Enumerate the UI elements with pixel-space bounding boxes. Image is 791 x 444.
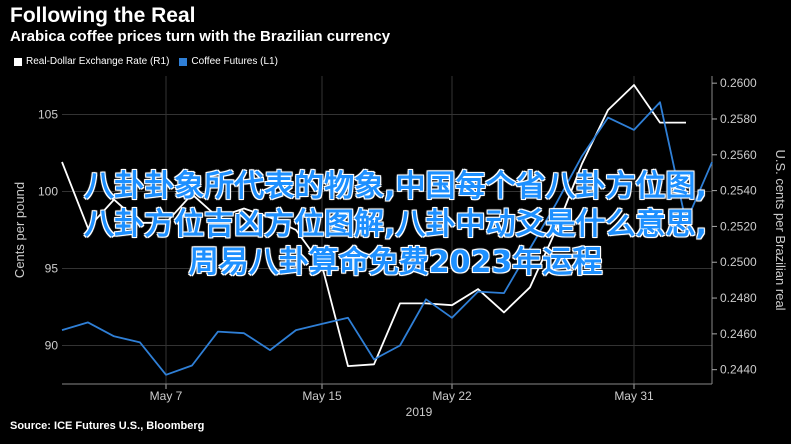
series-line-coffee-futures <box>61 101 713 376</box>
chart-title: Following the Real <box>10 4 196 27</box>
y-left-tick-label: 90 <box>45 339 59 353</box>
y-right-tick-label: 0.2440 <box>720 363 757 377</box>
x-tick-label: May 22 <box>432 389 472 403</box>
x-tick-label: May 15 <box>302 389 342 403</box>
y-right-tick-label: 0.2500 <box>720 255 757 269</box>
x-tick-label: May 7 <box>150 389 183 403</box>
y-right-tick-label: 0.2580 <box>720 112 757 126</box>
legend-item-coffee-futures: Coffee Futures (L1) <box>179 56 278 67</box>
y-left-tick-label: 105 <box>38 108 58 122</box>
y-right-tick-label: 0.2480 <box>720 291 757 305</box>
y-left-tick-label: 95 <box>45 262 59 276</box>
y-right-tick-label: 0.2460 <box>720 327 757 341</box>
y-left-tick-label: 100 <box>38 185 58 199</box>
y-right-tick-label: 0.2560 <box>720 148 757 162</box>
chart-legend: Real-Dollar Exchange Rate (R1) Coffee Fu… <box>14 56 278 67</box>
source-note: Source: ICE Futures U.S., Bloomberg <box>10 420 205 432</box>
series-line-exchange-rate <box>61 84 686 368</box>
legend-swatch-blue <box>179 57 188 66</box>
chart-subtitle: Arabica coffee prices turn with the Braz… <box>10 28 391 45</box>
y-right-tick-label: 0.2520 <box>720 219 757 233</box>
x-tick-label: May 31 <box>614 389 654 403</box>
legend-label-exchange-rate: Real-Dollar Exchange Rate (R1) <box>26 56 170 67</box>
y-left-axis-label: Cents per pound <box>12 182 27 278</box>
legend-swatch-white <box>14 57 22 66</box>
legend-label-coffee-futures: Coffee Futures (L1) <box>191 56 278 67</box>
x-year-label: 2019 <box>406 405 433 419</box>
y-right-tick-label: 0.2540 <box>720 184 757 198</box>
y-right-axis-label: U.S. cents per Brazilian real <box>773 149 788 310</box>
y-right-tick-label: 0.2600 <box>720 76 757 90</box>
legend-item-exchange-rate: Real-Dollar Exchange Rate (R1) <box>14 56 169 67</box>
